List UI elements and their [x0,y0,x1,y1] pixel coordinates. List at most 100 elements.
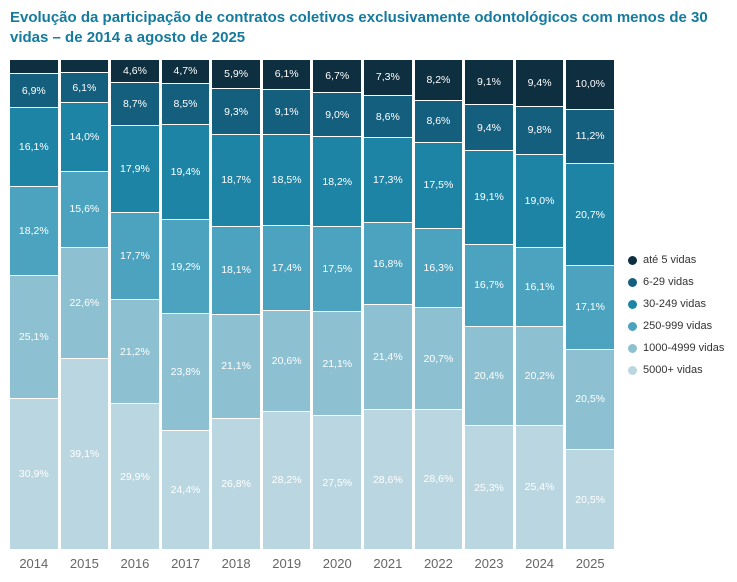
segment-value-label: 17,9% [120,163,150,175]
segment-6-29-vidas: 6,9% [10,73,58,108]
segment-value-label: 9,4% [527,76,552,89]
segment-value-label: 18,2% [322,175,353,188]
segment-value-label: 20,5% [575,493,606,506]
segment-30-249-vidas: 17,5% [414,141,463,228]
x-axis-label: 2016 [120,555,150,571]
segment-30-249-vidas: 17,9% [111,124,159,213]
x-axis-label: 2018 [221,555,251,571]
segment-value-label: 20,7% [575,208,606,221]
segment-6-29-vidas: 9,4% [465,104,513,151]
segment-value-label: 19,4% [170,166,201,179]
segment-value-label: 16,8% [372,257,403,270]
x-axis-label: 2024 [525,555,555,571]
segment-value-label: 4,7% [173,65,198,77]
bar-column-2025: 10,0% 11,2% 20,7% 17,1% 20,5% 20,5% 2025 [566,59,614,571]
segment-value-label: 7,3% [375,71,400,84]
segment-value-label: 17,4% [271,261,302,274]
segment-30-249-vidas: 18,2% [313,136,362,226]
legend-item-5000-vidas: 5000+ vidas [628,364,727,376]
bar-stack: 6,1% 9,1% 18,5% 17,4% 20,6% 28,2% [262,59,311,550]
segment-250-999-vidas: 17,5% [313,225,362,312]
bar-stack: 4,7% 8,5% 19,4% 19,2% 23,8% 24,4% [161,59,210,550]
segment-250-999-vidas: 18,2% [10,185,58,276]
segment-1000-4999-vidas: 20,2% [515,325,564,425]
segment-at-5-vidas [10,59,58,74]
segment-5000-vidas: 26,8% [212,417,260,549]
segment-value-label: 19,1% [474,191,504,204]
segment-value-label: 25,3% [474,481,504,494]
segment-30-249-vidas: 19,4% [161,124,210,220]
segment-value-label: 18,2% [18,224,49,237]
bar-column-2020: 6,7% 9,0% 18,2% 17,5% 21,1% 27,5% 2020 [313,59,362,571]
segment-5000-vidas: 29,9% [111,402,159,550]
legend-item-30-249-vidas: 30-249 vidas [628,298,727,310]
segment-value-label: 30,9% [18,468,49,481]
segment-1000-4999-vidas: 20,4% [465,325,513,426]
segment-at-5-vidas: 7,3% [364,59,412,96]
segment-value-label: 24,4% [170,484,201,497]
bar-stack: 4,6% 8,7% 17,9% 17,7% 21,2% 29,9% [111,59,159,550]
x-axis-label: 2015 [69,555,99,571]
segment-1000-4999-vidas: 21,1% [313,311,362,415]
segment-30-249-vidas: 19,1% [465,150,513,244]
segment-250-999-vidas: 19,2% [161,219,210,314]
bar-column-2016: 4,6% 8,7% 17,9% 17,7% 21,2% 29,9% 2016 [111,59,159,571]
segment-value-label: 8,6% [375,110,400,123]
x-axis-label: 2017 [171,555,200,571]
segment-at-5-vidas: 10,0% [566,59,614,109]
segment-value-label: 21,4% [372,351,403,364]
x-axis-label: 2020 [322,555,352,571]
bar-stack: 8,2% 8,6% 17,5% 16,3% 20,7% 28,6% [414,59,463,550]
bar-stack: 5,9% 9,3% 18,7% 18,1% 21,1% 26,8% [212,59,260,550]
segment-1000-4999-vidas: 25,1% [10,275,58,399]
segment-30-249-vidas: 17,3% [364,137,412,223]
segment-value-label: 20,2% [524,369,555,382]
bar-column-2021: 7,3% 8,6% 17,3% 16,8% 21,4% 28,6% 2021 [364,59,412,571]
segment-value-label: 17,1% [575,301,606,314]
legend-color-dot [628,277,637,287]
segment-value-label: 21,1% [221,360,251,373]
segment-6-29-vidas: 6,1% [60,72,109,103]
bar-column-2015: 6,1% 14,0% 15,6% 22,6% 39,1% 2015 [60,59,109,571]
segment-value-label: 28,6% [423,473,454,486]
segment-value-label: 18,7% [221,174,251,187]
x-axis-label: 2014 [19,555,49,571]
segment-at-5-vidas: 5,9% [212,59,260,89]
segment-value-label: 10,0% [575,78,606,90]
segment-250-999-vidas: 18,1% [212,225,260,315]
segment-at-5-vidas: 9,1% [465,59,513,105]
chart-area: 6,9% 16,1% 18,2% 25,1% 30,9% 2014 6,1% 14,0% 15,… [10,59,727,571]
segment-at-5-vidas: 6,1% [262,59,311,90]
segment-value-label: 29,9% [120,470,150,483]
segment-1000-4999-vidas: 22,6% [60,247,109,358]
segment-1000-4999-vidas: 21,1% [212,314,260,418]
segment-6-29-vidas: 11,2% [566,108,614,164]
segment-value-label: 20,7% [423,352,454,365]
x-axis-label: 2021 [373,555,403,571]
legend-color-dot [628,255,637,265]
legend-color-dot [628,321,637,331]
bar-column-2023: 9,1% 9,4% 19,1% 16,7% 20,4% 25,3% 2023 [465,59,513,571]
segment-at-5-vidas: 4,7% [161,59,210,83]
segment-value-label: 5,9% [224,67,249,80]
segment-value-label: 14,0% [69,130,100,143]
segment-value-label: 15,6% [69,203,100,216]
bar-stack: 6,1% 14,0% 15,6% 22,6% 39,1% [60,59,109,550]
segment-value-label: 23,8% [170,366,201,379]
bar-stack: 6,7% 9,0% 18,2% 17,5% 21,1% 27,5% [313,59,362,550]
segment-value-label: 9,8% [527,124,552,137]
legend: até 5 vidas 6-29 vidas 30-249 vidas 250-999… [614,60,727,571]
segment-value-label: 21,2% [120,345,150,358]
legend-item-1000-4999-vidas: 1000-4999 vidas [628,342,727,354]
segment-6-29-vidas: 8,6% [364,95,412,138]
segment-5000-vidas: 25,3% [465,425,513,550]
segment-6-29-vidas: 8,5% [161,82,210,125]
segment-5000-vidas: 30,9% [10,398,58,550]
segment-value-label: 9,3% [224,105,249,118]
segment-6-29-vidas: 9,8% [515,105,564,154]
legend-label: 30-249 vidas [643,298,706,310]
segment-value-label: 25,4% [524,481,555,494]
segment-value-label: 16,1% [18,140,49,153]
segment-value-label: 17,7% [120,250,150,263]
segment-value-label: 20,5% [575,393,606,406]
